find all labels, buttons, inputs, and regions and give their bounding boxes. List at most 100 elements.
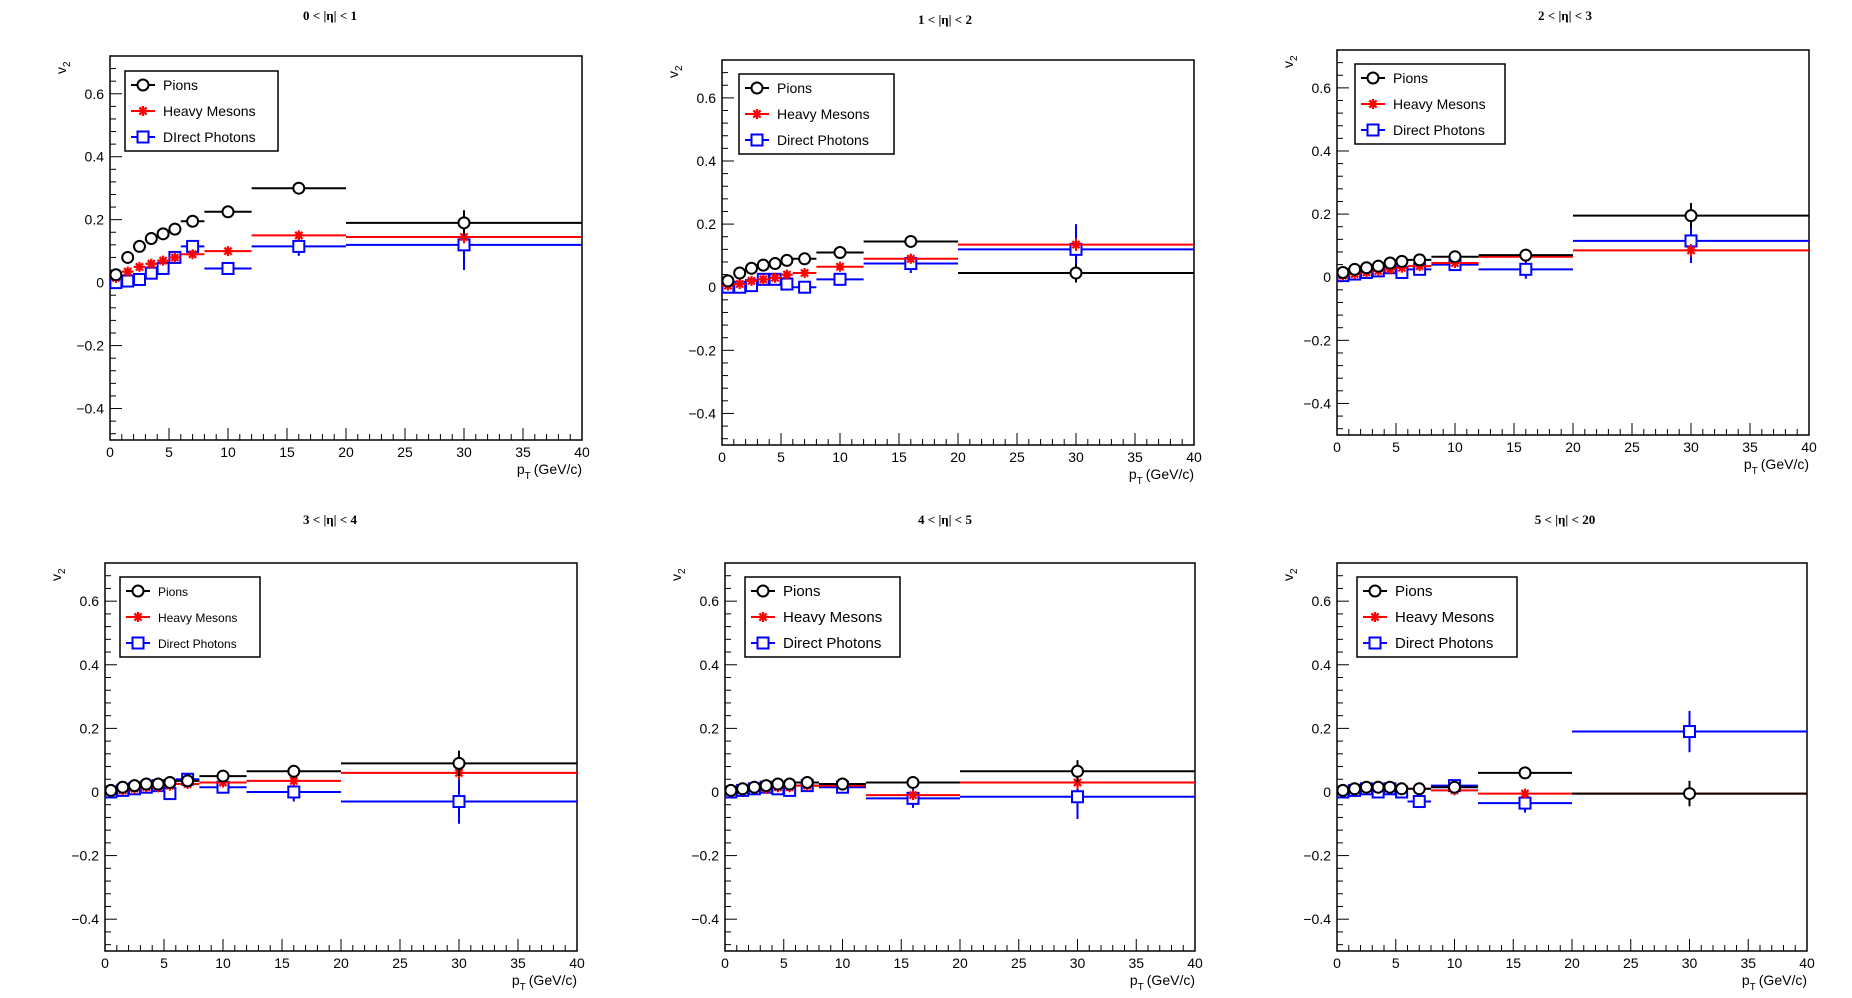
data-point (1448, 250, 1462, 264)
data-point (771, 777, 785, 791)
series-direct-photons (725, 774, 1195, 820)
chart-svg: 1 < |η| < 2 0 5 10 15 20 25 30 35 40 −0.4 −0.2 0 0.2 0… (665, 12, 1202, 487)
y-axis-label: v2 (48, 568, 68, 581)
x-axis-label-unit: (GeV/c) (1146, 466, 1194, 482)
data-point (1395, 782, 1409, 796)
chart-title: 2 < |η| < 3 (1538, 8, 1592, 23)
y-axis-label-main: v (48, 574, 64, 581)
chart-svg: 4 < |η| < 5 0 5 10 15 20 25 30 35 40 −0.4 −0.2 0 0.2 0… (668, 512, 1203, 993)
x-tick-label: 25 (392, 955, 408, 971)
series-direct-photons (110, 219, 582, 290)
x-axis-label: pT (GeV/c) (1130, 972, 1195, 993)
x-axis-label-sub: T (525, 471, 531, 482)
x-tick-label: 20 (952, 955, 968, 971)
legend-label: Heavy Mesons (777, 106, 870, 122)
x-tick-label: 5 (160, 955, 168, 971)
x-tick-label: 5 (1392, 439, 1400, 455)
data-point (1071, 790, 1084, 804)
data-point (144, 266, 158, 280)
data-point (780, 277, 794, 291)
y-axis-label-main: v (1280, 61, 1296, 68)
x-tick-label: 25 (397, 444, 413, 460)
data-point (759, 779, 773, 793)
y-tick-label: 0.2 (85, 212, 105, 228)
x-tick-label: 0 (106, 444, 114, 460)
data-point (1071, 764, 1084, 778)
data-point (768, 257, 782, 271)
data-point (1383, 780, 1397, 794)
x-tick-label: 35 (1127, 449, 1143, 465)
x-tick-label: 40 (569, 955, 585, 971)
y-tick-label: 0.2 (1312, 206, 1332, 222)
legend-marker (750, 133, 764, 147)
x-axis-label-main: p (1744, 456, 1752, 472)
x-tick-label: 40 (1799, 955, 1815, 971)
y-tick-label: 0 (708, 279, 716, 295)
legend-marker (756, 636, 770, 650)
x-tick-label: 40 (1186, 449, 1202, 465)
x-tick-label: 15 (1505, 955, 1521, 971)
legend-label: Heavy Mesons (1395, 609, 1494, 626)
data-point (110, 268, 123, 282)
data-point (747, 780, 761, 794)
data-point (1519, 262, 1533, 276)
y-tick-label: 0.4 (697, 153, 717, 169)
data-point (288, 775, 299, 786)
y-tick-label: 0 (96, 275, 104, 291)
x-tick-label: 30 (451, 955, 467, 971)
legend-label: Direct Photons (783, 635, 881, 652)
y-axis-label: v2 (665, 65, 685, 78)
data-point (151, 777, 165, 791)
legend-marker (756, 584, 770, 598)
legend-label: Direct Photons (1395, 635, 1493, 652)
chart-svg: 5 < |η| < 20 0 5 10 15 20 25 30 35 40 −0.4 −0.2 0 0.2… (1280, 512, 1815, 993)
x-axis-label-main: p (1129, 466, 1137, 482)
data-point (128, 779, 141, 793)
data-point (905, 253, 916, 264)
data-point (1069, 266, 1083, 280)
data-point (223, 246, 233, 257)
series-pions (110, 181, 582, 282)
x-axis-label-sub: T (1138, 982, 1144, 993)
data-point (216, 769, 230, 783)
x-tick-label: 40 (574, 444, 590, 460)
chart-panel-6: 5 < |η| < 20 0 5 10 15 20 25 30 35 40 −0.4 −0.2 0 0.2… (1230, 505, 1850, 993)
legend-label: Pions (783, 583, 821, 600)
x-axis-label-unit: (GeV/c) (1759, 972, 1807, 988)
y-tick-label: −0.2 (71, 848, 99, 864)
x-axis-label-main: p (512, 972, 520, 988)
legend-marker (138, 106, 148, 116)
y-tick-label: −0.2 (1303, 332, 1331, 348)
series-pions (1337, 203, 1809, 279)
x-tick-label: 10 (832, 449, 848, 465)
x-tick-label: 15 (279, 444, 295, 460)
x-axis-label-sub: T (520, 982, 526, 993)
data-point (1518, 796, 1532, 810)
data-point (158, 255, 169, 266)
data-point (1686, 245, 1696, 256)
legend-marker (1366, 71, 1380, 85)
y-tick-label: 0 (91, 784, 99, 800)
data-point (457, 216, 471, 230)
chart-title: 1 < |η| < 2 (918, 12, 972, 27)
x-tick-label: 35 (1742, 439, 1758, 455)
data-point (798, 280, 812, 294)
x-tick-label: 15 (891, 449, 907, 465)
data-point (725, 783, 738, 797)
data-point (144, 232, 158, 246)
data-point (833, 272, 847, 286)
x-axis-label-main: p (1130, 972, 1138, 988)
data-point (452, 756, 466, 770)
data-point (833, 246, 847, 259)
y-tick-label: 0.6 (1312, 80, 1332, 96)
legend-label: Heavy Mesons (158, 611, 237, 625)
data-point (908, 790, 918, 801)
data-point (1383, 256, 1397, 270)
legend: Pions Heavy Mesons DIrect Photons (124, 70, 279, 152)
y-tick-label: 0 (1323, 784, 1331, 800)
legend: Pions Heavy Mesons Direct Photons (1354, 63, 1506, 145)
y-tick-label: −0.2 (76, 338, 104, 354)
data-point (1071, 239, 1081, 250)
chart-panel-4: 3 < |η| < 4 0 5 10 15 20 25 30 35 40 −0.4 −0.2 0 0.2 0… (0, 505, 610, 993)
y-axis-label: v2 (53, 61, 73, 74)
